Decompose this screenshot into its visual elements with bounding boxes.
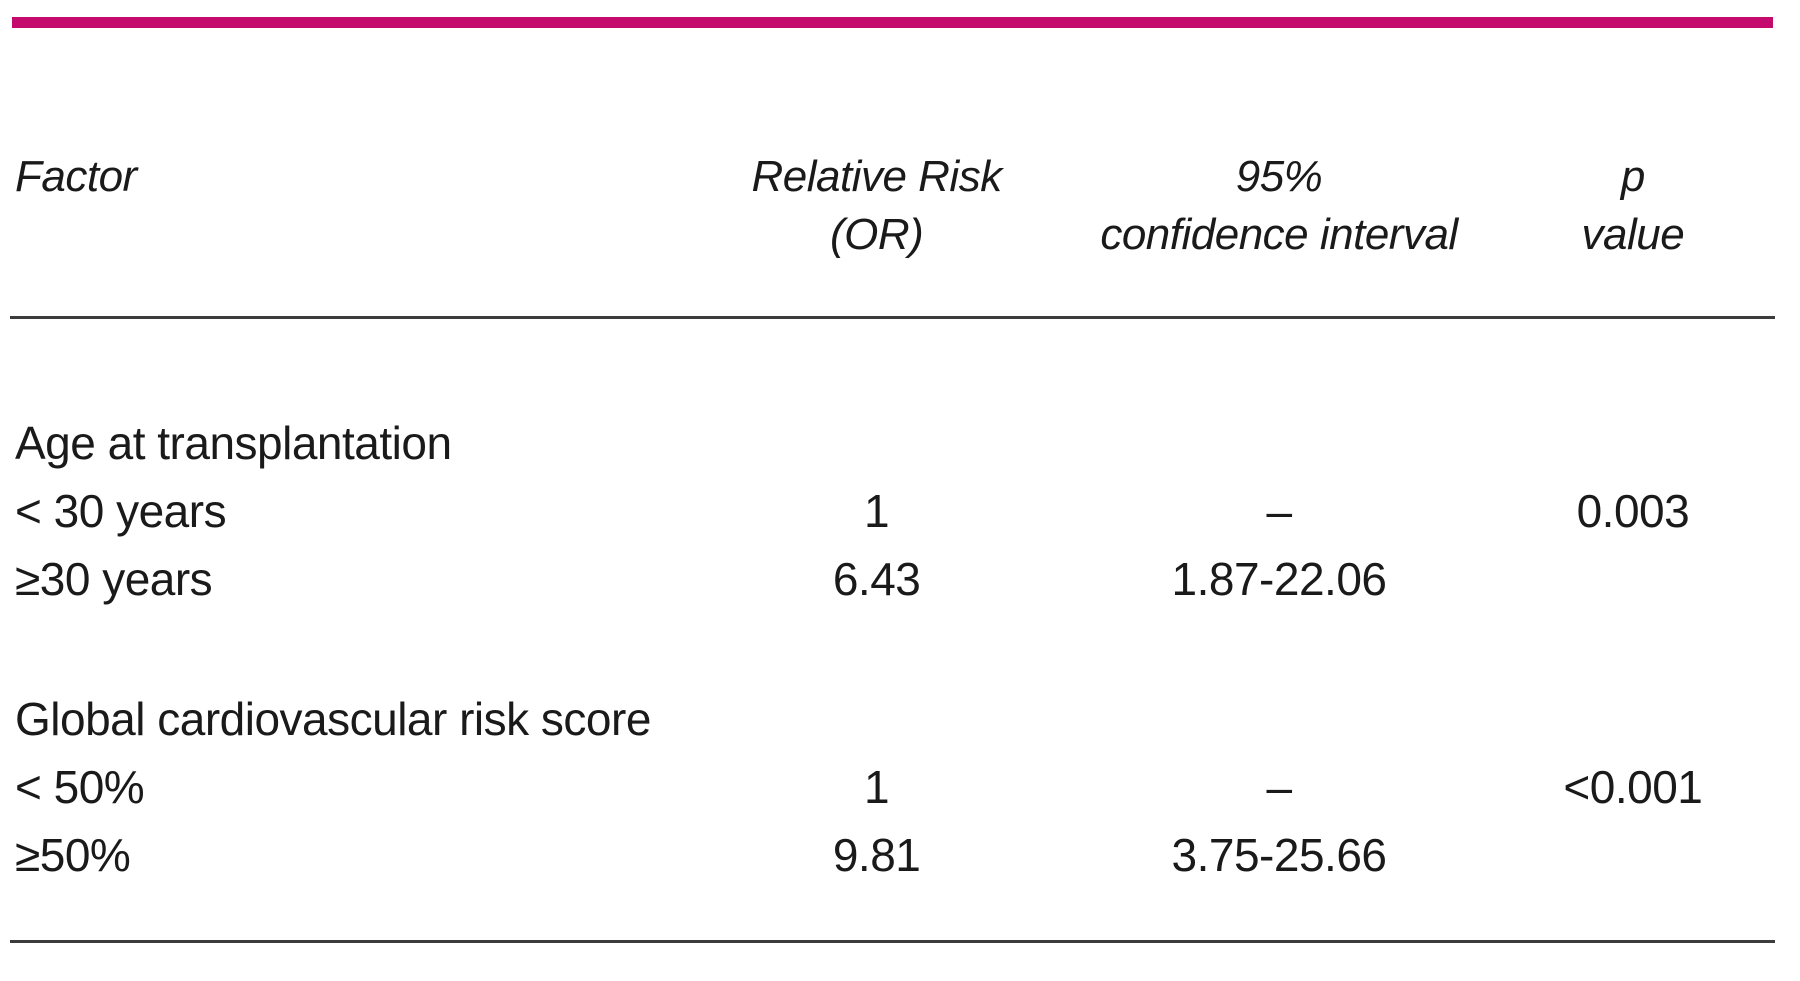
table-header-row: Factor Relative Risk (OR) 95% confidence… (10, 148, 1775, 264)
bottom-rule (10, 940, 1775, 943)
cell-p-value: <0.001 (1563, 761, 1703, 813)
risk-factor-table: Factor Relative Risk (OR) 95% confidence… (10, 148, 1775, 943)
cell-relative-risk: 1 (864, 761, 890, 813)
column-header-factor-label: Factor (15, 152, 137, 201)
cell-confidence-interval: 3.75-25.66 (1171, 829, 1387, 881)
section-title-row: Age at transplantation (10, 409, 1775, 477)
table-row: ≥50% 9.81 3.75-25.66 (10, 821, 1775, 889)
table-row: < 30 years 1 – 0.003 (10, 477, 1775, 545)
cell-confidence-interval: – (1266, 761, 1292, 813)
table-row: ≥30 years 6.43 1.87-22.06 (10, 545, 1775, 613)
column-header-p-value-line2: value (1581, 210, 1685, 259)
cell-relative-risk: 9.81 (832, 829, 921, 881)
cell-factor: < 30 years (15, 485, 227, 537)
column-header-relative-risk-line1: Relative Risk (751, 152, 1002, 201)
section-title-row: Global cardiovascular risk score (10, 685, 1775, 753)
table-row: < 50% 1 – <0.001 (10, 753, 1775, 821)
cell-relative-risk: 6.43 (832, 553, 921, 605)
accent-top-rule (12, 17, 1773, 28)
cell-confidence-interval: – (1266, 485, 1292, 537)
cell-confidence-interval: 1.87-22.06 (1171, 553, 1387, 605)
cell-relative-risk: 1 (864, 485, 890, 537)
cell-factor: ≥50% (15, 829, 131, 881)
header-divider-rule (10, 316, 1775, 319)
table-section-cardiovascular-score: Global cardiovascular risk score < 50% 1… (10, 685, 1775, 889)
column-header-p-value-line1: p (1620, 152, 1645, 201)
section-title: Age at transplantation (15, 417, 452, 469)
cell-factor: ≥30 years (15, 553, 213, 605)
column-header-confidence-interval: 95% confidence interval (1067, 148, 1491, 264)
section-title: Global cardiovascular risk score (15, 693, 651, 745)
cell-factor: < 50% (15, 761, 145, 813)
column-header-relative-risk: Relative Risk (OR) (686, 148, 1067, 264)
cell-p-value: 0.003 (1576, 485, 1690, 537)
column-header-confidence-interval-line1: 95% (1235, 152, 1323, 201)
table-section-age: Age at transplantation < 30 years 1 – 0.… (10, 409, 1775, 613)
column-header-relative-risk-line2: (OR) (829, 210, 924, 259)
column-header-factor: Factor (10, 148, 686, 206)
column-header-confidence-interval-line2: confidence interval (1100, 210, 1458, 259)
column-header-p-value: p value (1491, 148, 1775, 264)
